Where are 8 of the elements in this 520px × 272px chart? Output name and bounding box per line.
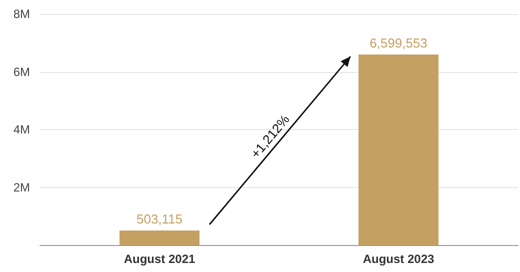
y-tick-label: 6M bbox=[13, 64, 30, 79]
x-tick-label: August 2023 bbox=[362, 252, 434, 266]
x-tick-label: August 2021 bbox=[124, 252, 196, 266]
y-tick-label: 2M bbox=[13, 180, 30, 194]
y-tick-label: 8M bbox=[13, 7, 30, 21]
data-label: 503,115 bbox=[136, 211, 183, 226]
y-tick-label: 4M bbox=[13, 122, 30, 136]
data-label: 6,599,553 bbox=[370, 35, 428, 50]
